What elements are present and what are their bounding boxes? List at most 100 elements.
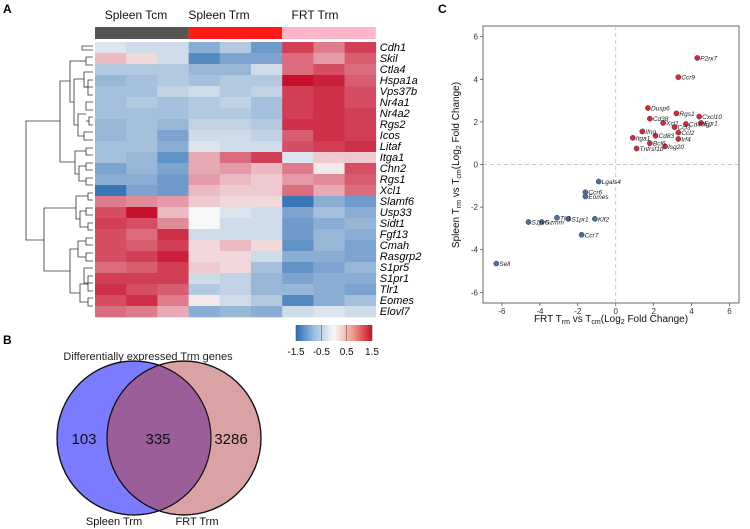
- heatmap-cell: [188, 53, 221, 65]
- point-s1pr5: [525, 219, 532, 225]
- point-p2rx7: [694, 55, 701, 61]
- scatter-points: [493, 55, 704, 267]
- heatmap-cell: [188, 306, 221, 318]
- gene-label: Cmah: [380, 240, 409, 252]
- heatmap-cell: [251, 141, 283, 153]
- heatmap-cell: [126, 196, 158, 208]
- heatmap-cell: [313, 64, 345, 76]
- heatmap-cell: [188, 273, 221, 285]
- heatmap-cell: [344, 75, 377, 87]
- panel-c-label: C: [438, 2, 447, 16]
- point-lgals4: [595, 178, 602, 185]
- heatmap-cell: [126, 229, 158, 241]
- heatmap-cell: [313, 97, 345, 109]
- heatmap-cell: [95, 284, 127, 296]
- heatmap-cell: [282, 196, 314, 208]
- heatmap-cell: [313, 141, 345, 153]
- point-label-itga1: Itga1: [636, 135, 651, 142]
- heatmap-cell: [313, 119, 345, 131]
- gene-label: Rgs2: [380, 119, 406, 131]
- point-rgs1: [673, 110, 680, 117]
- heatmap-cell: [95, 64, 127, 76]
- heatmap-cell: [157, 97, 189, 109]
- heatmap-cell: [126, 284, 158, 296]
- heatmap-cell: [157, 119, 189, 131]
- heatmap-cell: [313, 273, 345, 285]
- point-label-dusp6: Dusp6: [651, 106, 670, 113]
- heatmap-cell: [157, 42, 189, 54]
- heatmap-cell: [219, 196, 252, 208]
- x-tick-label: 4: [689, 307, 694, 316]
- scatter-plot: -6 -4 -2 0 2 4 6 -6 -4 -2 0 2 4 6 P2rx7 Ccr9 Dusp6 Rgs1…: [451, 25, 740, 326]
- heatmap-cell: [126, 163, 158, 175]
- heatmap-cell: [219, 251, 252, 263]
- venn-count-overlap: 335: [145, 431, 170, 448]
- heatmap-cell: [95, 141, 127, 153]
- heatmap-cell: [157, 86, 189, 98]
- point-label-s1pr5: S1pr5: [532, 220, 550, 227]
- heatmap-cell: [344, 86, 377, 98]
- heatmap-cell: [219, 185, 252, 197]
- x-tick-label: -2: [574, 307, 582, 316]
- y-tick-label: 6: [474, 33, 479, 42]
- point-label-ifng: Ifng: [645, 129, 656, 136]
- color-scale-tick-label: -0.5: [313, 347, 331, 358]
- heatmap-cell: [95, 108, 127, 120]
- color-scale-tick-label: 1.5: [365, 347, 379, 358]
- point-s1pr1: [565, 216, 572, 222]
- heatmap-cell: [95, 119, 127, 131]
- heatmap-cells: [95, 42, 377, 318]
- heatmap-cell: [251, 240, 283, 252]
- point-cd38: [647, 115, 653, 122]
- gene-label: Hspa1a: [380, 75, 418, 87]
- point-label-s1pr1: S1pr1: [571, 216, 589, 223]
- point-label-bcl6: Bcl6: [653, 141, 666, 148]
- heatmap-cell: [282, 97, 314, 109]
- heatmap-cell: [282, 262, 314, 274]
- heatmap-cell: [157, 174, 189, 186]
- heatmap-cell: [344, 97, 377, 109]
- gene-label: S1pr1: [380, 273, 409, 285]
- heatmap-cell: [282, 284, 314, 296]
- point-label-rgs1: Rgs1: [679, 111, 695, 118]
- point-label-ccl2: Ccl2: [681, 130, 694, 137]
- heatmap-gene-labels: Cdh1SkilCtla4Hspa1aVps37bNr4a1Nr4a2Rgs2I…: [379, 42, 422, 318]
- heatmap-cell: [157, 295, 189, 307]
- heatmap-cell: [344, 185, 377, 197]
- heatmap-cell: [313, 306, 345, 318]
- heatmap-cell: [188, 251, 221, 263]
- gene-label: Litaf: [380, 141, 402, 153]
- venn-label-spleen-trm: Spleen Trm: [86, 516, 142, 528]
- group-bar-frt-trm: [282, 27, 376, 39]
- heatmap-cell: [188, 196, 221, 208]
- heatmap-cell: [251, 119, 283, 131]
- gene-label: Chn2: [380, 163, 406, 175]
- heatmap-cell: [126, 53, 158, 65]
- heatmap-cell: [344, 273, 377, 285]
- group-color-bar: [95, 27, 376, 39]
- heatmap-cell: [344, 53, 377, 65]
- point-label-irf4: Irf4: [681, 136, 691, 143]
- heatmap-cell: [188, 75, 221, 87]
- y-tick-label: -4: [471, 246, 479, 255]
- point-label-egr1: Egr1: [704, 120, 718, 127]
- heatmap-cell: [126, 64, 158, 76]
- heatmap-cell: [126, 207, 158, 219]
- heatmap-cell: [126, 86, 158, 98]
- heatmap-cell: [188, 240, 221, 252]
- venn-count-spleen-only: 103: [71, 431, 96, 448]
- heatmap-cell: [157, 229, 189, 241]
- heatmap-cell: [251, 75, 283, 87]
- heatmap-cell: [126, 273, 158, 285]
- heatmap-cell: [313, 229, 345, 241]
- heatmap-cell: [95, 295, 127, 307]
- point-label-tnfrsf1b: Tnfrsf1b: [640, 146, 664, 153]
- point-klf2: [592, 216, 598, 222]
- heatmap-cell: [251, 185, 283, 197]
- x-tick-label: -4: [536, 307, 544, 316]
- heatmap-cell: [219, 130, 252, 142]
- heatmap-cell: [157, 64, 189, 76]
- scatter-point-labels: P2rx7 Ccr9 Dusp6 Rgs1 Cxcl10 Cd38 Egr1 Xcl1 Cd40…: [499, 55, 722, 268]
- heatmap-cell: [251, 130, 283, 142]
- group-bar-spleen-trm: [188, 27, 283, 39]
